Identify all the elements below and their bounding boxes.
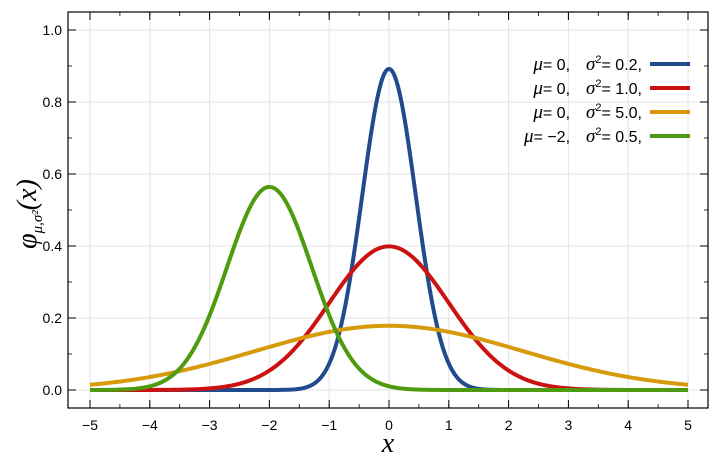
- x-tick-label: −4: [142, 417, 158, 433]
- x-tick-label: −3: [202, 417, 218, 433]
- y-tick-label: 0.8: [43, 94, 63, 110]
- series-line-3: [89, 323, 689, 387]
- y-axis-phi: φ: [12, 233, 43, 249]
- x-tick-label: 5: [684, 417, 692, 433]
- legend-label-1: μ= 0, σ2= 0.2,: [532, 54, 642, 75]
- x-tick-label: 3: [565, 417, 573, 433]
- series-line-4: [89, 184, 689, 392]
- legend-label-4: μ= −2, σ2= 0.5,: [523, 126, 642, 147]
- x-tick-label: 0: [385, 417, 393, 433]
- axis-ticks: [68, 12, 708, 408]
- x-tick-label: −2: [261, 417, 277, 433]
- legend-label-3: μ= 0, σ2= 5.0,: [532, 102, 642, 123]
- y-axis-subscript: μ,σ²: [30, 210, 46, 235]
- x-axis-title: x: [381, 428, 395, 459]
- y-tick-label: 0.4: [43, 238, 63, 254]
- x-tick-label: −1: [321, 417, 337, 433]
- series-lines: [89, 66, 689, 392]
- plot-background: [68, 12, 708, 408]
- y-tick-label: 0.2: [43, 310, 63, 326]
- y-tick-label: 0.0: [43, 382, 63, 398]
- tick-labels: −5 −4 −3 −2 −1 0 1 2 3 4 5 0.0 0.2 0.4 0.6 0.8 1.0: [43, 22, 693, 433]
- y-tick-label: 0.6: [43, 166, 63, 182]
- x-tick-label: 2: [505, 417, 513, 433]
- x-tick-label: 4: [624, 417, 632, 433]
- legend: μ= 0, σ2= 0.2, μ= 0, σ2= 1.0, μ= 0, σ2= 5.…: [523, 54, 690, 147]
- x-tick-label: −5: [82, 417, 98, 433]
- y-axis-title: φμ,σ²(x): [12, 179, 46, 249]
- y-axis-argument: (x): [12, 179, 43, 210]
- y-tick-label: 1.0: [43, 22, 63, 38]
- legend-label-2: μ= 0, σ2= 1.0,: [532, 78, 642, 99]
- x-tick-label: 1: [445, 417, 453, 433]
